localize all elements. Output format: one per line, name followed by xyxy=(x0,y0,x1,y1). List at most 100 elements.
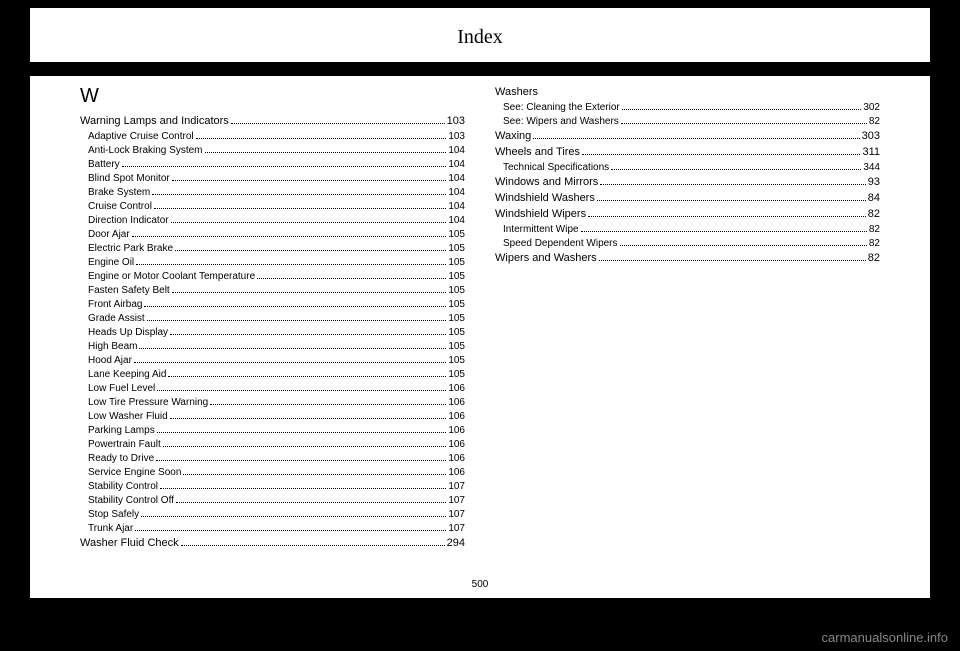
index-entry: Direction Indicator104 xyxy=(80,214,465,228)
entry-page: 82 xyxy=(869,223,880,237)
entry-label: Hood Ajar xyxy=(88,354,132,368)
index-entry: Anti-Lock Braking System104 xyxy=(80,144,465,158)
entry-label: Wipers and Washers xyxy=(495,251,597,267)
entry-page: 311 xyxy=(862,145,880,161)
entry-label: Windshield Wipers xyxy=(495,207,586,223)
index-entry: Low Tire Pressure Warning106 xyxy=(80,396,465,410)
entries-list: Warning Lamps and Indicators103Adaptive … xyxy=(80,85,880,555)
entry-label: See: Cleaning the Exterior xyxy=(503,101,620,115)
index-entry: See: Cleaning the Exterior302 xyxy=(495,101,880,115)
entry-leader-dots xyxy=(599,260,866,261)
entry-leader-dots xyxy=(139,348,446,349)
entry-leader-dots xyxy=(597,200,866,201)
entry-label: Door Ajar xyxy=(88,228,130,242)
page-title: Index xyxy=(80,26,880,49)
entry-label: Powertrain Fault xyxy=(88,438,161,452)
entry-page: 303 xyxy=(862,129,880,145)
entry-label: See: Wipers and Washers xyxy=(503,115,619,129)
entry-leader-dots xyxy=(588,216,866,217)
index-entry: Stop Safely107 xyxy=(80,508,465,522)
page-container: Index W Warning Lamps and Indicators103A… xyxy=(30,8,930,598)
section-letter: W xyxy=(80,85,465,108)
entry-label: Ready to Drive xyxy=(88,452,154,466)
page-number: 500 xyxy=(30,579,930,590)
entry-leader-dots xyxy=(134,362,446,363)
entry-page: 344 xyxy=(863,161,880,175)
entry-page: 105 xyxy=(448,284,465,298)
entry-leader-dots xyxy=(176,502,446,503)
entry-page: 107 xyxy=(448,508,465,522)
entry-leader-dots xyxy=(175,250,446,251)
entry-label: Cruise Control xyxy=(88,200,152,214)
entry-page: 105 xyxy=(448,326,465,340)
index-entry: Service Engine Soon106 xyxy=(80,466,465,480)
entry-label: Low Fuel Level xyxy=(88,382,155,396)
entry-label: Electric Park Brake xyxy=(88,242,173,256)
entry-leader-dots xyxy=(611,169,861,170)
entry-label: Low Washer Fluid xyxy=(88,410,168,424)
index-entry: Door Ajar105 xyxy=(80,228,465,242)
entry-page: 104 xyxy=(448,186,465,200)
entry-label: Fasten Safety Belt xyxy=(88,284,170,298)
entry-leader-dots xyxy=(582,154,860,155)
index-entry: Wipers and Washers82 xyxy=(495,251,880,267)
entry-leader-dots xyxy=(154,208,446,209)
entry-page: 103 xyxy=(447,114,465,130)
entry-label: Windows and Mirrors xyxy=(495,175,598,191)
entry-page: 106 xyxy=(448,382,465,396)
entry-label: Direction Indicator xyxy=(88,214,169,228)
entry-page: 104 xyxy=(448,158,465,172)
entry-label: Washers xyxy=(495,85,538,101)
index-entry: Engine or Motor Coolant Temperature105 xyxy=(80,270,465,284)
entry-leader-dots xyxy=(533,138,859,139)
entry-page: 93 xyxy=(868,175,880,191)
index-entry: Intermittent Wipe82 xyxy=(495,223,880,237)
entry-page: 82 xyxy=(868,207,880,223)
entry-leader-dots xyxy=(620,245,867,246)
index-entry: Stability Control107 xyxy=(80,480,465,494)
entry-label: Trunk Ajar xyxy=(88,522,133,536)
entry-page: 107 xyxy=(448,522,465,536)
entry-leader-dots xyxy=(622,109,862,110)
entry-page: 82 xyxy=(869,237,880,251)
entry-page: 105 xyxy=(448,312,465,326)
entry-page: 106 xyxy=(448,466,465,480)
entry-leader-dots xyxy=(170,418,447,419)
entry-leader-dots xyxy=(122,166,447,167)
entry-leader-dots xyxy=(183,474,446,475)
entry-label: Blind Spot Monitor xyxy=(88,172,170,186)
entry-leader-dots xyxy=(600,184,865,185)
entry-leader-dots xyxy=(168,376,446,377)
header-divider xyxy=(30,62,930,76)
entry-label: Technical Specifications xyxy=(503,161,609,175)
entry-label: Battery xyxy=(88,158,120,172)
entry-label: Windshield Washers xyxy=(495,191,595,207)
index-entry: Lane Keeping Aid 105 xyxy=(80,368,465,382)
entry-label: High Beam xyxy=(88,340,137,354)
entry-label: Speed Dependent Wipers xyxy=(503,237,618,251)
index-entry: Stability Control Off107 xyxy=(80,494,465,508)
entry-label: Engine or Motor Coolant Temperature xyxy=(88,270,255,284)
entry-label: Heads Up Display xyxy=(88,326,168,340)
entry-leader-dots xyxy=(141,516,446,517)
entry-page: 105 xyxy=(448,256,465,270)
entry-page: 104 xyxy=(448,200,465,214)
index-entry: Warning Lamps and Indicators103 xyxy=(80,114,465,130)
index-entry: Low Washer Fluid106 xyxy=(80,410,465,424)
entry-leader-dots xyxy=(163,446,447,447)
entry-leader-dots xyxy=(171,222,447,223)
entry-page: 103 xyxy=(448,130,465,144)
index-entry: Cruise Control 104 xyxy=(80,200,465,214)
entry-leader-dots xyxy=(132,236,447,237)
index-entry: Hood Ajar105 xyxy=(80,354,465,368)
entry-label: Lane Keeping Aid xyxy=(88,368,166,382)
entry-leader-dots xyxy=(172,292,447,293)
entry-page: 84 xyxy=(868,191,880,207)
entry-page: 105 xyxy=(448,368,465,382)
entry-page: 106 xyxy=(448,396,465,410)
index-entry: Wheels and Tires311 xyxy=(495,145,880,161)
index-entry: Battery 104 xyxy=(80,158,465,172)
entry-page: 104 xyxy=(448,172,465,186)
index-entry: Brake System104 xyxy=(80,186,465,200)
entry-label: Front Airbag xyxy=(88,298,142,312)
